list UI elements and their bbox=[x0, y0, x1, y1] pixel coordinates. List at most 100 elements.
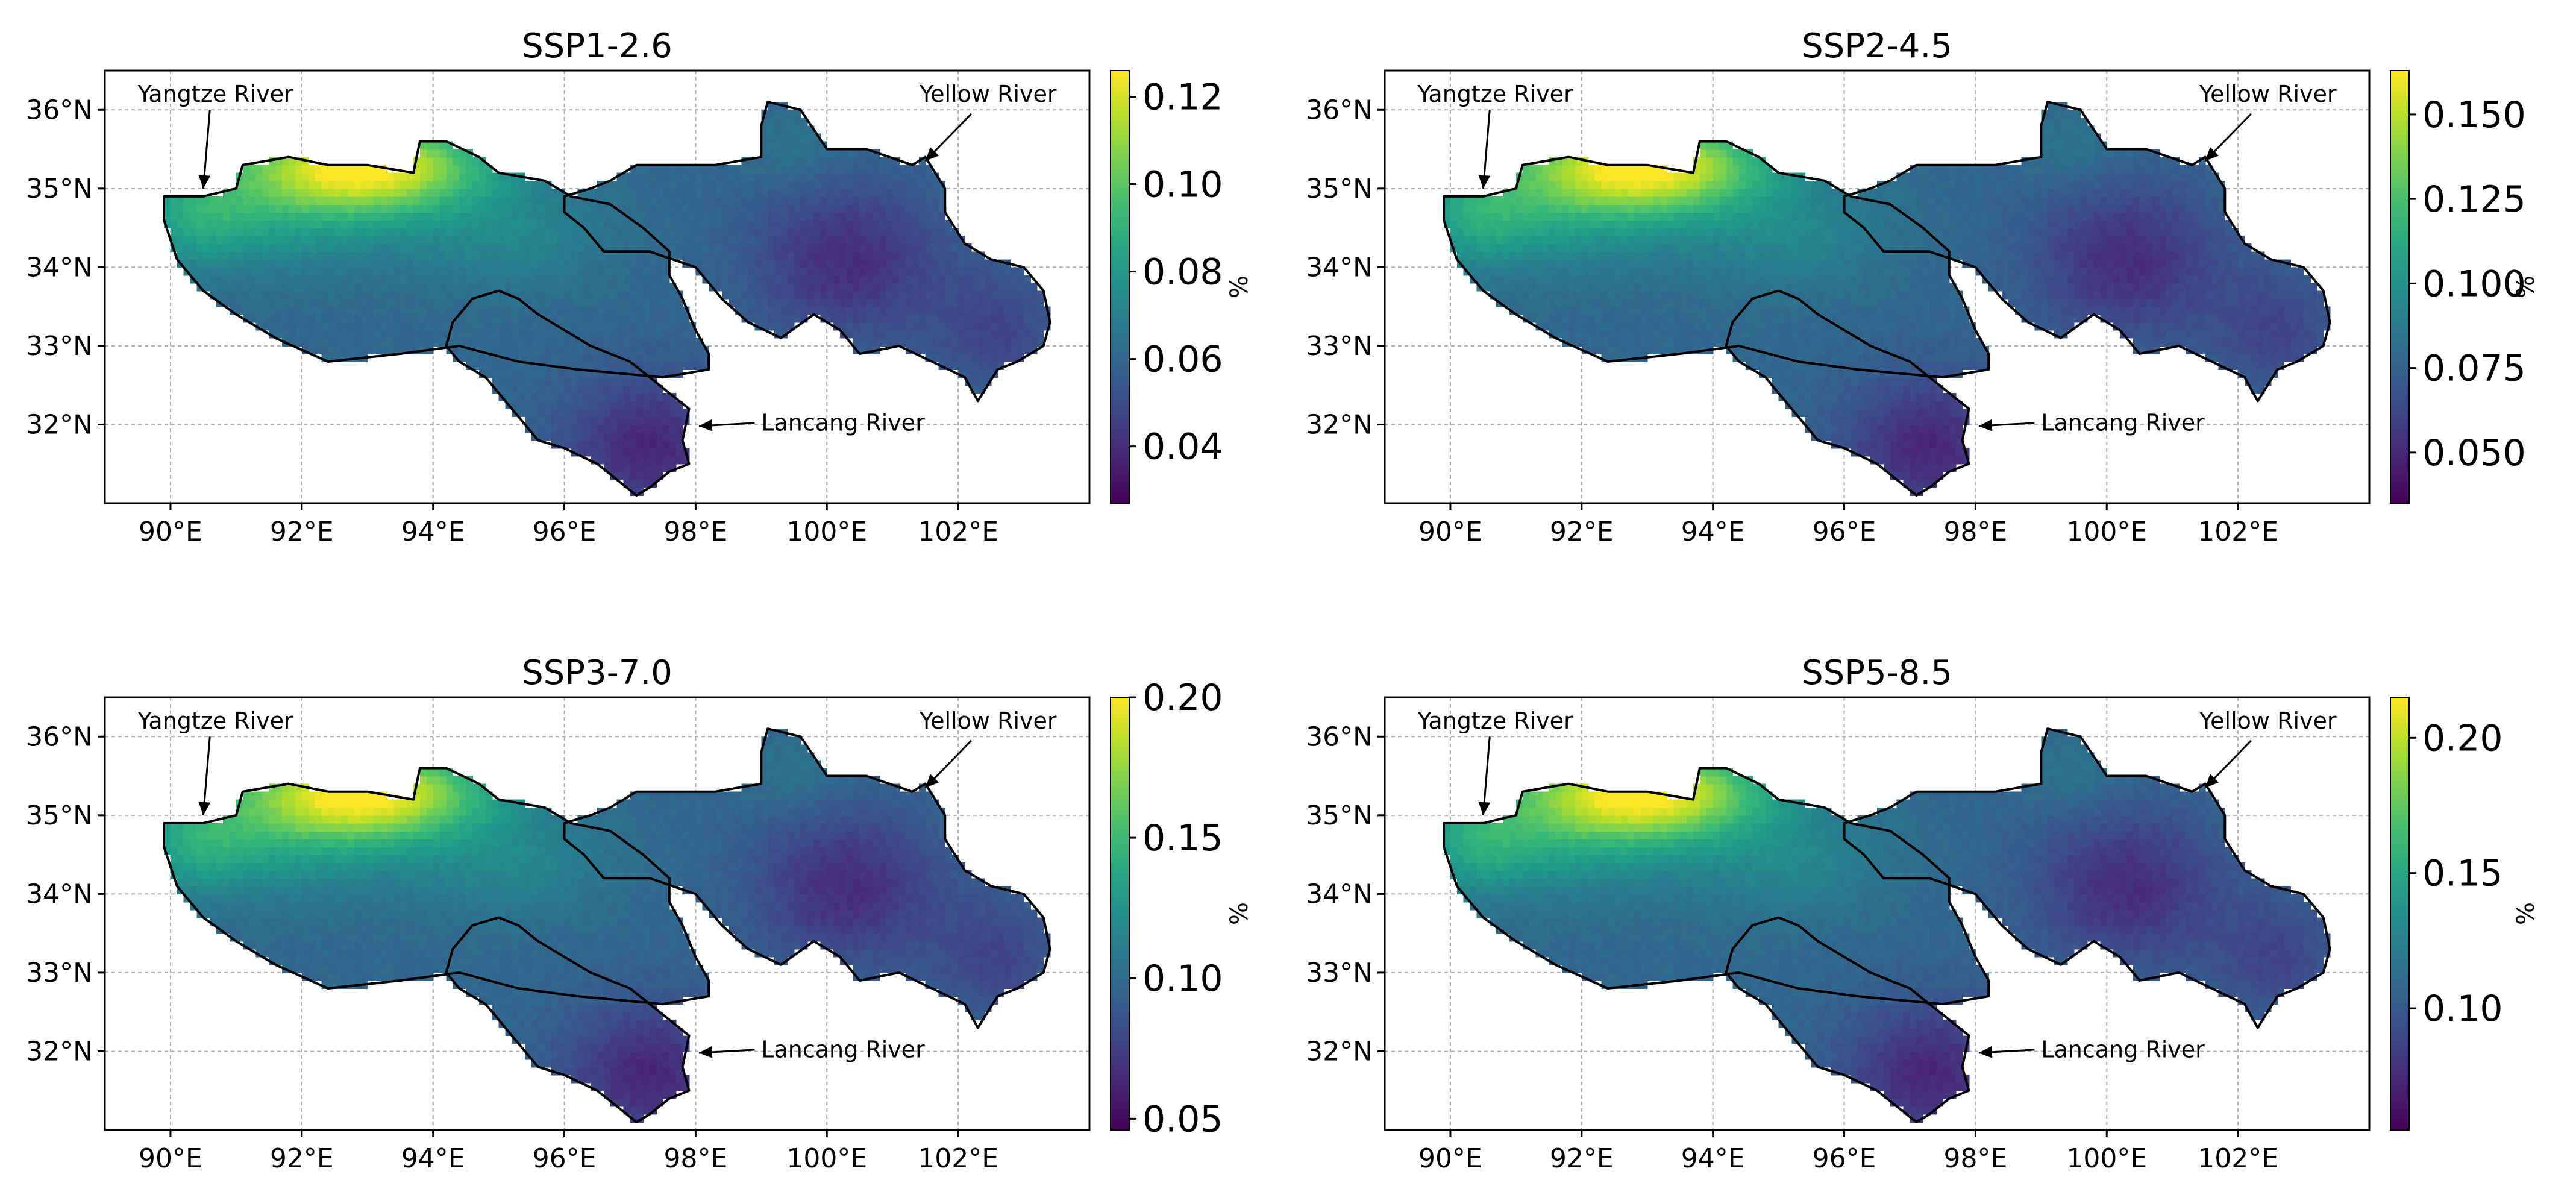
raster-cell bbox=[557, 385, 565, 394]
raster-cell bbox=[958, 345, 965, 354]
raster-cell bbox=[603, 212, 611, 221]
raster-cell bbox=[216, 212, 224, 221]
raster-cell bbox=[636, 362, 644, 370]
raster-cell bbox=[453, 330, 460, 339]
raster-cell bbox=[453, 165, 460, 174]
raster-cell bbox=[1673, 212, 1681, 221]
raster-cell bbox=[295, 180, 302, 189]
raster-cell bbox=[236, 180, 243, 189]
raster-cell bbox=[1594, 212, 1602, 221]
raster-cell bbox=[1673, 337, 1681, 347]
raster-cell bbox=[262, 228, 270, 236]
raster-cell bbox=[1614, 259, 1622, 268]
raster-cell bbox=[571, 362, 578, 370]
raster-cell bbox=[439, 251, 447, 260]
raster-cell bbox=[1017, 275, 1024, 284]
raster-cell bbox=[662, 322, 670, 331]
raster-cell bbox=[1542, 283, 1550, 292]
raster-cell bbox=[892, 322, 900, 331]
raster-cell bbox=[571, 251, 578, 260]
raster-cell bbox=[650, 172, 657, 181]
raster-cell bbox=[1450, 236, 1458, 244]
raster-cell bbox=[715, 172, 722, 181]
raster-cell bbox=[223, 196, 230, 205]
raster-cell bbox=[1555, 180, 1562, 189]
raster-cell bbox=[1706, 330, 1714, 339]
raster-cell bbox=[616, 448, 624, 457]
raster-cell bbox=[643, 463, 650, 472]
raster-cell bbox=[1653, 180, 1661, 189]
raster-cell bbox=[1687, 212, 1694, 221]
raster-cell bbox=[662, 314, 670, 323]
raster-cell bbox=[1752, 228, 1760, 236]
raster-cell bbox=[630, 172, 638, 181]
raster-cell bbox=[1509, 290, 1517, 300]
raster-cell bbox=[643, 283, 650, 292]
raster-cell bbox=[249, 172, 257, 181]
raster-cell bbox=[544, 298, 552, 307]
raster-cell bbox=[1667, 220, 1675, 228]
raster-cell bbox=[249, 228, 257, 236]
raster-cell bbox=[840, 290, 847, 300]
raster-cell bbox=[236, 228, 243, 236]
raster-cell bbox=[1017, 283, 1024, 292]
raster-cell bbox=[918, 267, 926, 276]
raster-cell bbox=[1680, 345, 1687, 354]
raster-cell bbox=[958, 362, 965, 370]
raster-cell bbox=[407, 345, 414, 354]
raster-cell bbox=[439, 196, 447, 205]
raster-cell bbox=[419, 322, 427, 331]
raster-cell bbox=[564, 409, 572, 418]
raster-cell bbox=[439, 267, 447, 276]
raster-cell bbox=[557, 196, 565, 205]
raster-cell bbox=[997, 322, 1005, 331]
raster-cell bbox=[1628, 180, 1635, 189]
raster-cell bbox=[1450, 196, 1458, 205]
raster-cell bbox=[1870, 354, 1878, 362]
raster-cell bbox=[551, 354, 559, 362]
raster-cell bbox=[1719, 259, 1727, 268]
raster-cell bbox=[1732, 243, 1740, 253]
raster-cell bbox=[301, 165, 309, 174]
raster-cell bbox=[1713, 172, 1720, 181]
raster-cell bbox=[768, 251, 775, 260]
raster-cell bbox=[591, 432, 598, 441]
raster-cell bbox=[525, 354, 532, 362]
raster-cell bbox=[196, 259, 204, 268]
raster-cell bbox=[1011, 283, 1018, 292]
raster-cell bbox=[1805, 212, 1812, 221]
raster-cell bbox=[571, 385, 578, 394]
raster-cell bbox=[498, 172, 506, 181]
raster-cell bbox=[1621, 322, 1628, 331]
raster-cell bbox=[1601, 220, 1609, 228]
raster-cell bbox=[538, 188, 545, 197]
raster-cell bbox=[695, 212, 703, 221]
raster-cell bbox=[472, 314, 480, 323]
raster-cell bbox=[932, 330, 939, 339]
y-tick-label: 34°N bbox=[26, 252, 93, 283]
raster-cell bbox=[1719, 283, 1727, 292]
raster-cell bbox=[977, 385, 985, 394]
raster-cell bbox=[859, 196, 867, 205]
raster-cell bbox=[669, 212, 677, 221]
raster-cell bbox=[426, 337, 434, 347]
raster-cell bbox=[1706, 243, 1714, 253]
raster-cell bbox=[774, 172, 782, 181]
raster-cell bbox=[407, 220, 414, 228]
raster-cell bbox=[630, 345, 638, 354]
raster-cell bbox=[505, 298, 513, 307]
raster-cell bbox=[1483, 196, 1491, 205]
raster-cell bbox=[367, 314, 375, 323]
raster-cell bbox=[242, 188, 250, 197]
raster-cell bbox=[1653, 275, 1661, 284]
raster-cell bbox=[531, 259, 539, 268]
raster-cell bbox=[827, 251, 834, 260]
raster-cell bbox=[374, 165, 381, 174]
raster-cell bbox=[1529, 165, 1537, 174]
raster-cell bbox=[485, 172, 493, 181]
raster-cell bbox=[249, 275, 257, 284]
raster-cell bbox=[1673, 172, 1681, 181]
raster-cell bbox=[1549, 290, 1556, 300]
raster-cell bbox=[1024, 314, 1031, 323]
raster-cell bbox=[1746, 165, 1753, 174]
